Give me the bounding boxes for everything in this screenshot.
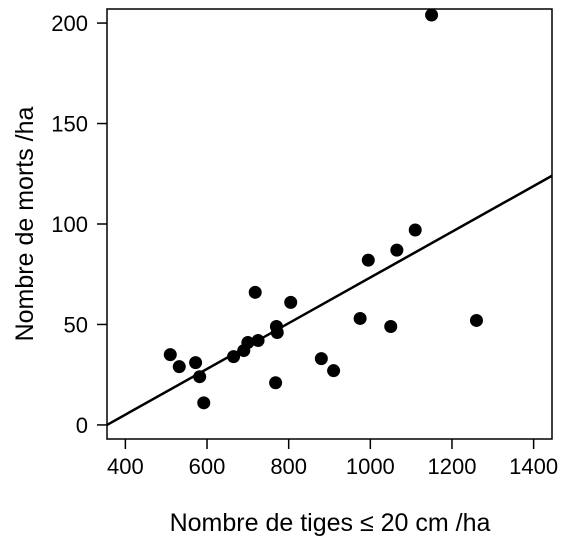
data-point-15 xyxy=(314,352,328,366)
data-point-22 xyxy=(425,8,439,22)
x-axis-title: Nombre de tiges ≤ 20 cm /ha xyxy=(170,509,491,537)
data-point-1 xyxy=(163,348,177,362)
x-axis: 400 600 800 1000 1200 1400 xyxy=(107,439,558,479)
regression-line xyxy=(106,174,553,427)
data-point-17 xyxy=(353,311,367,325)
data-point-18 xyxy=(361,253,375,267)
y-axis: 0 50 100 150 200 xyxy=(51,11,107,438)
data-points-group xyxy=(163,8,483,410)
data-point-5 xyxy=(197,396,211,410)
x-tick-label-800: 800 xyxy=(270,454,307,479)
data-point-10 xyxy=(251,334,265,348)
data-point-21 xyxy=(408,223,422,237)
x-tick-label-1200: 1200 xyxy=(428,454,477,479)
fit-line-group xyxy=(106,174,553,427)
y-axis-title: Nombre de morts /ha xyxy=(11,107,39,342)
x-tick-label-400: 400 xyxy=(107,454,144,479)
data-point-14 xyxy=(284,295,298,309)
data-point-16 xyxy=(327,364,341,378)
data-point-19 xyxy=(384,319,398,333)
data-point-8 xyxy=(241,336,255,350)
data-point-2 xyxy=(172,360,186,374)
data-point-11 xyxy=(269,376,283,390)
x-tick-label-600: 600 xyxy=(189,454,226,479)
y-tick-label-200: 200 xyxy=(51,11,88,36)
y-tick-label-0: 0 xyxy=(76,413,88,438)
data-point-9 xyxy=(248,285,262,299)
y-tick-label-100: 100 xyxy=(51,212,88,237)
data-point-6 xyxy=(227,350,241,364)
x-tick-label-1400: 1400 xyxy=(509,454,558,479)
data-point-13 xyxy=(270,326,284,340)
x-tick-label-1000: 1000 xyxy=(346,454,395,479)
data-point-23 xyxy=(469,313,483,327)
y-tick-label-150: 150 xyxy=(51,112,88,137)
data-point-20 xyxy=(390,243,404,257)
y-tick-label-50: 50 xyxy=(64,312,88,337)
data-point-4 xyxy=(193,370,207,384)
data-point-3 xyxy=(189,356,203,370)
